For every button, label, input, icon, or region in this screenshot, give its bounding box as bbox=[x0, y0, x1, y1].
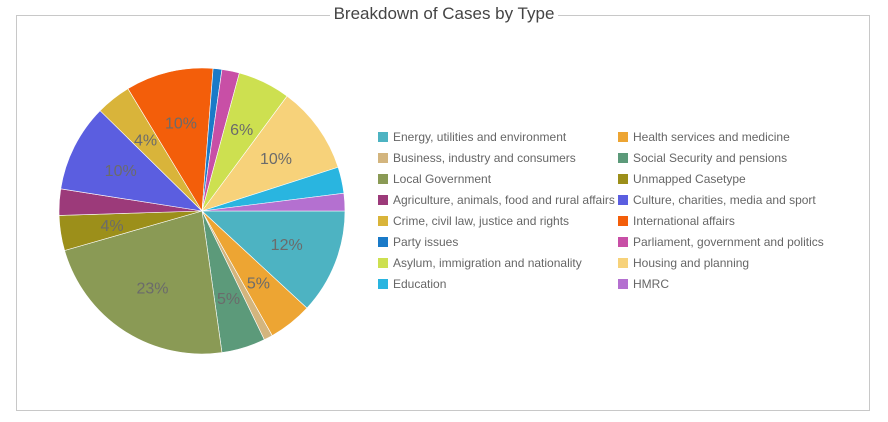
legend-item-asylum-immigration-and-nationality[interactable]: Asylum, immigration and nationality bbox=[378, 253, 582, 273]
pie-slice-local-government[interactable] bbox=[64, 210, 223, 355]
legend-item-parliament-government-and-politics[interactable]: Parliament, government and politics bbox=[618, 232, 824, 252]
legend-item-unmapped-casetype[interactable]: Unmapped Casetype bbox=[618, 169, 746, 189]
legend-label: Local Government bbox=[393, 172, 492, 186]
legend-item-international-affairs[interactable]: International affairs bbox=[618, 211, 735, 231]
legend-swatch bbox=[378, 216, 388, 226]
legend-swatch bbox=[618, 216, 628, 226]
legend-label: Health services and medicine bbox=[633, 130, 790, 144]
legend-label: Asylum, immigration and nationality bbox=[393, 256, 582, 270]
pie-slice-culture-charities-media-and-sport[interactable] bbox=[60, 110, 203, 212]
legend-swatch bbox=[618, 132, 628, 142]
legend-swatch bbox=[378, 279, 388, 289]
pie-label-asylum-immigration-and-nationality: 6% bbox=[230, 122, 253, 139]
legend-item-party-issues[interactable]: Party issues bbox=[378, 232, 458, 252]
legend-swatch bbox=[378, 237, 388, 247]
pie-label-health-services-and-medicine: 5% bbox=[247, 275, 270, 292]
legend-swatch bbox=[378, 153, 388, 163]
pie-label-housing-and-planning: 10% bbox=[260, 151, 292, 168]
legend-item-hmrc[interactable]: HMRC bbox=[618, 274, 669, 294]
legend-swatch bbox=[618, 195, 628, 205]
legend-swatch bbox=[618, 279, 628, 289]
legend-item-business-industry-and-consumers[interactable]: Business, industry and consumers bbox=[378, 148, 576, 168]
legend-label: Business, industry and consumers bbox=[393, 151, 576, 165]
legend-swatch bbox=[618, 237, 628, 247]
legend-swatch bbox=[378, 132, 388, 142]
pie-label-culture-charities-media-and-sport: 10% bbox=[105, 163, 137, 180]
legend-label: Energy, utilities and environment bbox=[393, 130, 567, 144]
pie-slice-energy-utilities-and-environment[interactable] bbox=[201, 210, 346, 309]
chart-title: Breakdown of Cases by Type bbox=[329, 4, 559, 23]
legend-item-local-government[interactable]: Local Government bbox=[378, 169, 491, 189]
pie-slices bbox=[58, 67, 346, 355]
legend-label: Culture, charities, media and sport bbox=[633, 193, 816, 207]
legend-item-health-services-and-medicine[interactable]: Health services and medicine bbox=[618, 127, 790, 147]
legend-label: Education bbox=[393, 277, 447, 291]
legend-item-culture-charities-media-and-sport[interactable]: Culture, charities, media and sport bbox=[618, 190, 816, 210]
legend-item-energy-utilities-and-environment[interactable]: Energy, utilities and environment bbox=[378, 127, 566, 147]
pie-label-international-affairs: 10% bbox=[165, 116, 197, 133]
pie-label-crime-civil-law-justice-and-rights: 4% bbox=[134, 133, 157, 150]
pie-label-local-government: 23% bbox=[136, 280, 168, 297]
legend-label: Parliament, government and politics bbox=[633, 235, 824, 249]
pie-label-energy-utilities-and-environment: 12% bbox=[271, 237, 303, 254]
legend-swatch bbox=[378, 258, 388, 268]
legend-label: Agriculture, animals, food and rural aff… bbox=[393, 193, 615, 207]
legend-swatch bbox=[378, 174, 388, 184]
legend-label: Social Security and pensions bbox=[633, 151, 788, 165]
legend-label: International affairs bbox=[633, 214, 735, 228]
pie-slice-hmrc[interactable] bbox=[201, 192, 346, 212]
legend-label: HMRC bbox=[633, 277, 669, 291]
legend-item-agriculture-animals-food-and-rural-affairs[interactable]: Agriculture, animals, food and rural aff… bbox=[378, 190, 615, 210]
chart-title-wrap: Breakdown of Cases by Type bbox=[0, 4, 888, 24]
pie-slice-international-affairs[interactable] bbox=[127, 67, 214, 212]
legend-label: Crime, civil law, justice and rights bbox=[393, 214, 570, 228]
legend-item-housing-and-planning[interactable]: Housing and planning bbox=[618, 253, 749, 273]
legend-label: Party issues bbox=[393, 235, 459, 249]
pie-label-social-security-and-pensions: 5% bbox=[217, 291, 240, 308]
legend-label: Unmapped Casetype bbox=[633, 172, 746, 186]
legend-item-education[interactable]: Education bbox=[378, 274, 446, 294]
legend-swatch bbox=[378, 195, 388, 205]
pie-slice-housing-and-planning[interactable] bbox=[201, 95, 339, 212]
legend-swatch bbox=[618, 174, 628, 184]
pie-label-unmapped-casetype: 4% bbox=[101, 218, 124, 235]
legend-item-social-security-and-pensions[interactable]: Social Security and pensions bbox=[618, 148, 787, 168]
legend-swatch bbox=[618, 153, 628, 163]
legend-label: Housing and planning bbox=[633, 256, 750, 270]
legend-item-crime-civil-law-justice-and-rights[interactable]: Crime, civil law, justice and rights bbox=[378, 211, 569, 231]
legend-swatch bbox=[618, 258, 628, 268]
pie-labels: 12% 5% 5% 23% 4% 10% 4% 10% 6% 10% bbox=[101, 116, 303, 309]
